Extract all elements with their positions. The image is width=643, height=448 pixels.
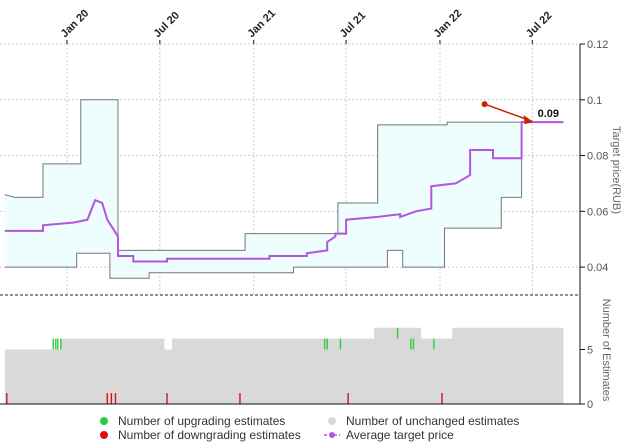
upper-tick-label: 0.1 <box>587 95 602 107</box>
downgrading-bar <box>441 393 443 404</box>
annotation-arrow-tail <box>481 101 488 108</box>
x-tick-label: Jul 22 <box>524 10 555 41</box>
upgrading-estimate-bars <box>52 327 435 350</box>
legend-label: Average target price <box>346 428 454 442</box>
lower-y-axis-title: Number of Estimates <box>600 299 612 402</box>
downgrading-estimate-bars <box>6 393 443 404</box>
upgrading-bar <box>57 338 59 350</box>
upper-tick-label: 0.12 <box>587 39 608 51</box>
lower-tick-label: 0 <box>587 399 593 411</box>
upper-y-ticks: 0.04 0.06 0.08 0.1 0.12 <box>580 39 608 274</box>
x-axis-labels: Jan 20 Jul 20 Jan 21 Jul 21 Jan 22 Jul 22 <box>59 7 555 44</box>
downgrading-bar <box>110 393 113 404</box>
legend-label: Number of upgrading estimates <box>118 414 285 428</box>
legend-dot-marker <box>100 431 108 439</box>
upper-tick-label: 0.06 <box>587 206 608 218</box>
upgrading-bar <box>52 338 54 350</box>
x-tick-label: Jul 21 <box>338 10 369 41</box>
downgrading-bar <box>106 393 109 404</box>
legend-dot-marker <box>328 417 336 425</box>
annotation-arrow-shaft <box>484 103 532 122</box>
annotation-value: 0.09 <box>538 108 559 120</box>
unchanged-estimates-area <box>4 327 564 404</box>
upgrading-bar <box>396 327 399 339</box>
upgrading-bar <box>339 338 342 350</box>
upper-y-axis-title: Target price(RUB) <box>610 126 622 214</box>
x-tick-label: Jan 21 <box>245 7 278 40</box>
upper-tick-label: 0.04 <box>587 262 608 274</box>
lower-tick-label: 5 <box>587 345 593 357</box>
downgrading-bar <box>347 393 349 404</box>
legend-dot-marker <box>329 432 335 438</box>
target-range-band <box>4 99 564 279</box>
upgrading-bar <box>412 338 415 350</box>
downgrading-bar <box>114 393 117 404</box>
upgrading-bar <box>60 338 62 350</box>
legend-dot-marker <box>100 417 108 425</box>
last-value-annotation: 0.09 <box>481 101 559 125</box>
high-target-line <box>4 99 564 251</box>
upper-tick-label: 0.08 <box>587 151 608 163</box>
legend-label: Number of downgrading estimates <box>118 428 301 442</box>
upgrading-bar <box>433 338 435 350</box>
x-tick-label: Jan 20 <box>59 7 92 40</box>
upgrading-bar <box>55 338 57 350</box>
x-tick-label: Jul 20 <box>151 10 182 41</box>
lower-y-ticks: 05 <box>580 345 593 411</box>
downgrading-bar <box>239 393 241 404</box>
legend: Number of upgrading estimates Number of u… <box>100 414 519 442</box>
downgrading-bar <box>166 393 168 404</box>
legend-label: Number of unchanged estimates <box>346 414 519 428</box>
upgrading-bar <box>410 338 412 350</box>
low-target-line <box>4 121 564 279</box>
downgrading-bar <box>6 393 8 404</box>
annotation-arrow-head <box>523 115 534 125</box>
x-tick-label: Jan 22 <box>432 7 465 40</box>
upgrading-bar <box>326 338 328 350</box>
upgrading-bar <box>323 338 326 350</box>
average-target-line <box>4 121 564 263</box>
